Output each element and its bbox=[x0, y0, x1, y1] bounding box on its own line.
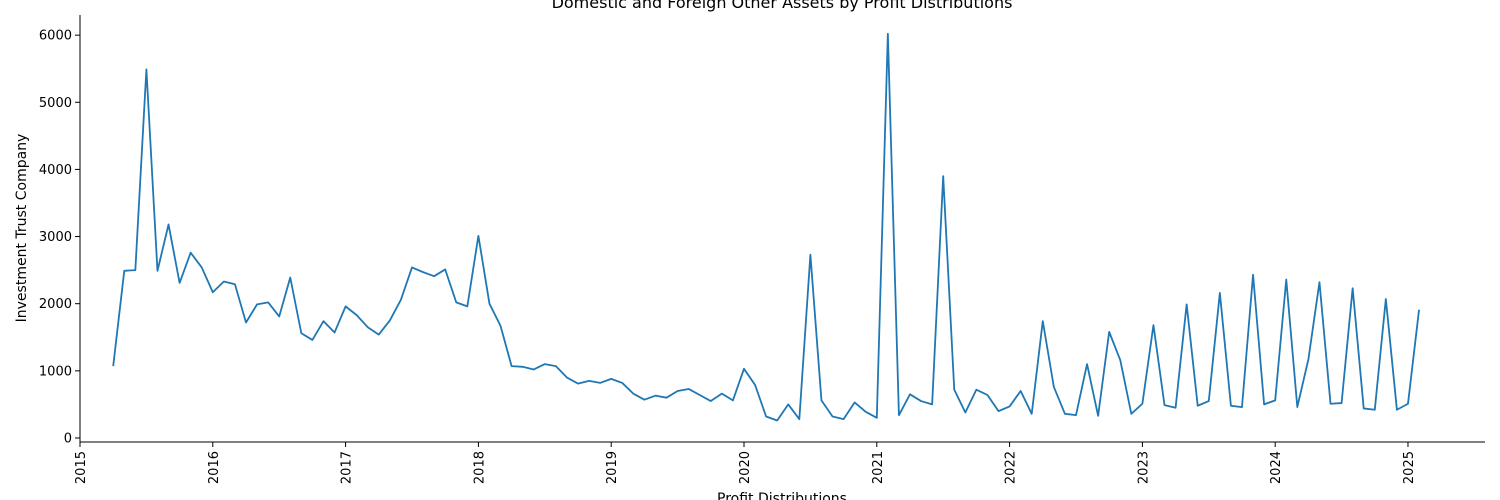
y-tick-label: 1000 bbox=[39, 364, 72, 379]
x-tick-label: 2025 bbox=[1402, 451, 1417, 484]
x-tick-label: 2017 bbox=[340, 451, 355, 484]
x-tick-label: 2019 bbox=[605, 451, 620, 484]
y-axis-ticks: 0 1000 2000 3000 4000 5000 6000 bbox=[39, 29, 80, 446]
chart-title: Domestic and Foreign Other Assets by Pro… bbox=[552, 0, 1013, 12]
y-tick-label: 6000 bbox=[39, 29, 72, 44]
x-tick-label: 2015 bbox=[74, 451, 89, 484]
x-tick-label: 2022 bbox=[1004, 451, 1019, 484]
y-tick-label: 4000 bbox=[39, 163, 72, 178]
data-line-series bbox=[112, 32, 1420, 422]
y-tick-label: 5000 bbox=[39, 96, 72, 111]
y-tick-label: 0 bbox=[64, 431, 72, 446]
y-axis-label: Investment Trust Company bbox=[14, 134, 30, 323]
x-tick-label: 2020 bbox=[738, 451, 753, 484]
x-axis-label: Profit Distributions bbox=[717, 491, 847, 500]
x-tick-label: 2018 bbox=[472, 451, 487, 484]
x-axis-ticks: 2015 2016 2017 2018 2019 2020 2021 2022 2023 2024… bbox=[74, 442, 1417, 484]
x-tick-label: 2021 bbox=[871, 451, 886, 484]
y-tick-label: 2000 bbox=[39, 297, 72, 312]
x-tick-label: 2024 bbox=[1269, 451, 1284, 484]
x-tick-label: 2016 bbox=[207, 451, 222, 484]
x-tick-label: 2023 bbox=[1136, 451, 1151, 484]
y-tick-label: 3000 bbox=[39, 230, 72, 245]
